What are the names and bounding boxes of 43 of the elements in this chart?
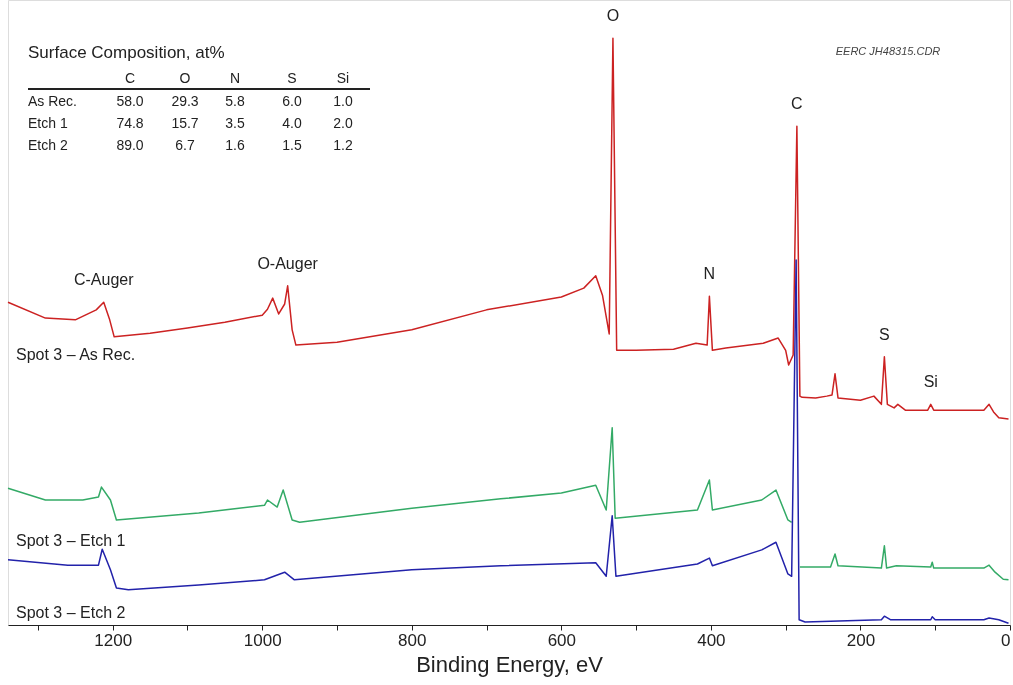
- x-axis-title: Binding Energy, eV: [416, 651, 604, 677]
- annotation: O: [606, 7, 620, 25]
- x-tick-label: 800: [398, 630, 427, 650]
- x-tick-label: 1200: [94, 630, 133, 650]
- annotation: N: [229, 70, 241, 86]
- annotation: O: [179, 70, 191, 86]
- x-tick-label: 600: [547, 630, 577, 650]
- annotation: 1.0: [333, 93, 353, 109]
- annotation: N: [703, 265, 716, 283]
- annotation: 29.3: [171, 93, 199, 109]
- annotation: 74.8: [116, 115, 144, 131]
- annotation: 6.0: [282, 93, 302, 109]
- annotation: 15.7: [171, 115, 199, 131]
- annotation: Surface Composition, at%: [28, 43, 225, 62]
- annotation: O-Auger: [257, 254, 319, 272]
- annotation: Etch 2: [28, 137, 68, 153]
- annotation: 3.5: [225, 115, 245, 131]
- x-tick-label: 200: [846, 630, 876, 650]
- annotation: 6.7: [175, 137, 195, 153]
- annotation: EERC JH48315.CDR: [835, 45, 941, 57]
- annotation: 58.0: [116, 93, 144, 109]
- x-tick-label: 400: [697, 630, 726, 650]
- x-tick-label: 1000: [243, 630, 282, 650]
- annotation: C: [124, 70, 136, 86]
- annotation: 5.8: [225, 93, 245, 109]
- series-label: Spot 3 – As Rec.: [16, 346, 136, 364]
- annotation: C-Auger: [73, 271, 135, 289]
- annotation: Si: [336, 70, 350, 86]
- series-label: Spot 3 – Etch 1: [16, 532, 126, 550]
- annotation: Etch 1: [28, 115, 68, 131]
- x-tick-label: 0: [1001, 630, 1011, 650]
- annotation: 4.0: [282, 115, 302, 131]
- annotation: S: [879, 325, 890, 343]
- annotation: C: [791, 95, 803, 113]
- annotation: S: [287, 70, 297, 86]
- annotation: 2.0: [333, 115, 353, 131]
- annotation: 1.5: [282, 137, 302, 153]
- annotation: 1.2: [333, 137, 353, 153]
- annotation: Si: [923, 373, 938, 391]
- annotation: 89.0: [116, 137, 144, 153]
- annotation: 1.6: [225, 137, 245, 153]
- series-label: Spot 3 – Etch 2: [16, 603, 126, 621]
- annotation: As Rec.: [28, 93, 78, 109]
